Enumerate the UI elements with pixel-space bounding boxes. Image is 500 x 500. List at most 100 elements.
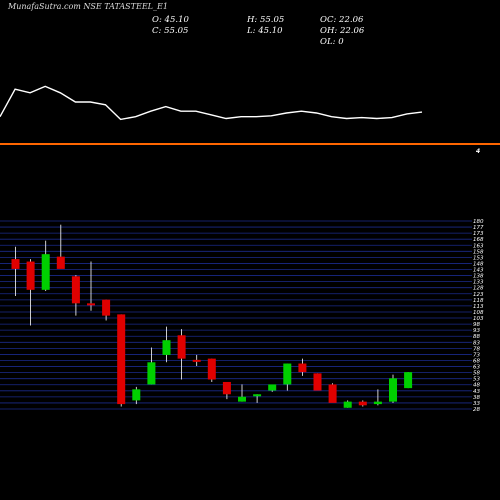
stat-high: H: 55.05 (247, 15, 285, 25)
candle (132, 386, 141, 405)
candle (238, 384, 246, 402)
candle (328, 383, 337, 403)
candle (404, 372, 413, 389)
candles (11, 224, 413, 408)
candle-body-up (132, 389, 141, 401)
y-tick-label: 123 (473, 292, 484, 298)
y-tick-label: 128 (473, 286, 484, 292)
candle-body-up (389, 378, 397, 402)
candle (389, 374, 397, 403)
stat-oh: OH: 22.06 (320, 26, 365, 36)
y-tick-label: 73 (473, 352, 480, 358)
candle-body-down (207, 358, 216, 380)
y-tick-label: 153 (473, 255, 484, 261)
candle (162, 326, 171, 363)
candle (11, 246, 20, 296)
y-tick-label: 108 (473, 310, 484, 316)
y-axis-ticks: 1801771731681631581531481431381331281231… (473, 219, 484, 413)
ohlc-stats: O: 45.10 H: 55.05 OC: 22.06 C: 55.05 L: … (0, 0, 500, 50)
stat-low: L: 45.10 (247, 26, 283, 36)
y-tick-label: 113 (473, 304, 484, 310)
candle-body-down (102, 299, 111, 316)
candle (177, 329, 186, 380)
candle (117, 314, 126, 407)
candle-body-up (373, 401, 382, 405)
candle-body-down (328, 384, 337, 403)
candle (253, 394, 262, 403)
y-tick-label: 88 (473, 334, 480, 340)
y-tick-label: 180 (473, 219, 484, 225)
y-tick-label: 138 (473, 274, 484, 280)
candle-body-up (404, 372, 413, 389)
candle-body-down (11, 259, 20, 269)
y-tick-label: 177 (473, 225, 484, 231)
candle-body-up (147, 362, 156, 385)
y-tick-label: 83 (473, 340, 480, 346)
stat-oc: OC: 22.06 (320, 15, 364, 25)
stat-ol: OL: 0 (320, 37, 344, 47)
grid-lines (0, 220, 472, 410)
candle-body-down (56, 256, 65, 269)
candle-body-down (192, 359, 201, 362)
candle (87, 261, 95, 311)
chart-title: MunafaSutra.com NSE TATASTEEL_E1 (8, 2, 168, 11)
indicator-line (0, 85, 423, 121)
candle (268, 384, 277, 392)
candle (207, 358, 216, 382)
candle-body-down (71, 276, 80, 304)
candle-body-up (283, 363, 292, 385)
y-tick-label: 173 (473, 231, 484, 237)
candle (192, 354, 201, 366)
y-tick-label: 143 (473, 268, 484, 274)
candle-body-up (268, 384, 277, 391)
candle-body-down (117, 314, 126, 405)
candle (71, 275, 80, 316)
candle-body-up (162, 340, 171, 355)
y-tick-label: 38 (473, 395, 480, 401)
y-tick-label: 53 (473, 377, 480, 383)
y-tick-label: 93 (473, 328, 480, 334)
candle (283, 363, 292, 391)
candle (343, 400, 352, 408)
candle-body-down (313, 373, 322, 391)
candle-body-down (87, 303, 95, 306)
y-tick-label: 158 (473, 249, 484, 255)
candle-body-down (177, 335, 186, 359)
candle-body-up (253, 394, 262, 397)
candle (358, 400, 367, 407)
stat-open: O: 45.10 (152, 15, 189, 25)
indicator-value-label: 4 (476, 148, 480, 155)
candle-body-up (41, 254, 50, 290)
y-tick-label: 28 (473, 407, 480, 413)
candle-body-up (343, 401, 352, 408)
y-tick-label: 43 (473, 389, 480, 395)
candle (26, 259, 35, 326)
stat-close: C: 55.05 (152, 26, 189, 36)
candle-body-down (222, 381, 231, 395)
y-tick-label: 133 (473, 280, 484, 286)
y-tick-label: 148 (473, 261, 484, 267)
y-tick-label: 48 (473, 383, 480, 389)
candle-body-down (298, 363, 307, 373)
candle (222, 381, 231, 400)
candle-body-down (358, 401, 367, 406)
candle (147, 347, 156, 385)
candle (313, 373, 322, 391)
candle (41, 240, 50, 292)
y-tick-label: 168 (473, 237, 484, 243)
y-tick-label: 98 (473, 322, 480, 328)
y-tick-label: 118 (473, 298, 484, 304)
y-tick-label: 78 (473, 346, 480, 352)
indicator-panel: 4 (0, 85, 500, 155)
y-tick-label: 163 (473, 243, 484, 249)
y-tick-label: 33 (473, 401, 480, 407)
candle-body-down (26, 261, 35, 290)
candle (102, 299, 111, 321)
y-tick-label: 58 (473, 371, 480, 377)
candle (56, 224, 65, 269)
y-tick-label: 103 (473, 316, 484, 322)
candle-body-up (238, 396, 246, 402)
candle (373, 389, 382, 406)
